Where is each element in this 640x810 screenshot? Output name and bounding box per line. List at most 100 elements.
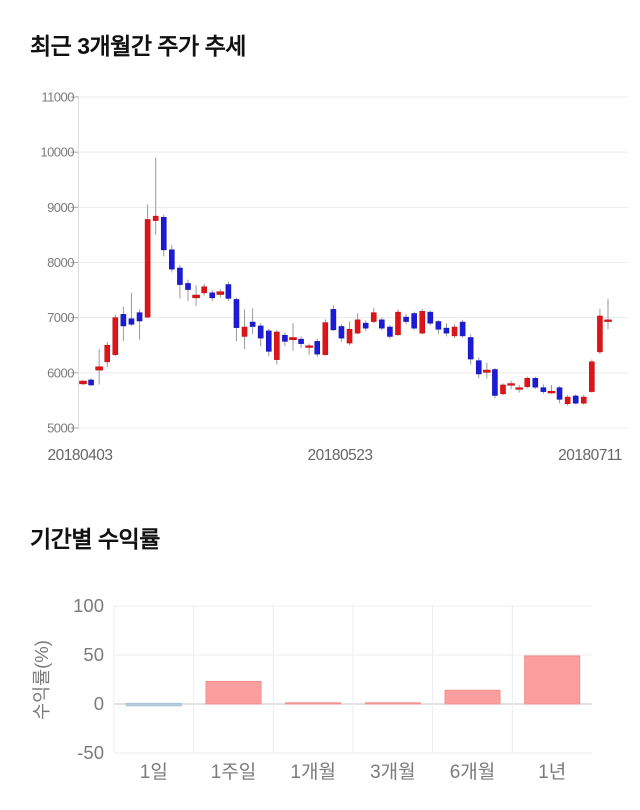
candle xyxy=(475,357,482,379)
svg-text:3개월: 3개월 xyxy=(370,761,416,783)
candle xyxy=(216,288,225,298)
price-x-axis-labels: 20180403 20180523 20180711 xyxy=(48,447,623,464)
candle xyxy=(265,328,272,357)
svg-text:7000: 7000 xyxy=(47,310,74,325)
candles xyxy=(79,157,612,406)
candle xyxy=(95,349,103,385)
return-bar xyxy=(285,702,342,705)
return-y-axis-title: 수익률(%) xyxy=(31,640,52,720)
candle xyxy=(209,290,216,302)
candle xyxy=(136,309,143,340)
candle xyxy=(305,343,313,355)
candle xyxy=(556,386,563,404)
candle xyxy=(370,307,377,324)
return-gridlines xyxy=(113,605,592,754)
candle xyxy=(152,157,159,235)
period-return-bar-chart: 100 50 0 -50 수익률(%) 1일 1주일 1개월 3개월 6개월 1년 xyxy=(31,595,592,783)
candle xyxy=(354,313,361,335)
candle xyxy=(330,304,337,331)
candle xyxy=(177,264,183,299)
candle xyxy=(249,308,256,335)
candle xyxy=(120,306,127,341)
price-y-axis-labels: 11000 10000 9000 8000 7000 6000 5000 xyxy=(40,90,74,436)
candle xyxy=(403,313,409,325)
candle xyxy=(88,378,94,387)
price-trend-title: 최근 3개월간 주가 추세 xyxy=(30,33,246,59)
return-bar xyxy=(524,655,581,705)
candle xyxy=(411,311,417,330)
candle xyxy=(395,309,401,336)
candle xyxy=(572,394,579,405)
price-gridlines xyxy=(70,96,628,429)
candle xyxy=(580,394,587,405)
candle xyxy=(459,319,466,338)
svg-text:1년: 1년 xyxy=(538,761,566,783)
svg-text:10000: 10000 xyxy=(40,145,74,160)
candle xyxy=(564,394,571,406)
return-x-axis-labels: 1일 1주일 1개월 3개월 6개월 1년 xyxy=(140,761,566,783)
svg-text:50: 50 xyxy=(83,644,104,665)
return-bar xyxy=(205,680,262,705)
candle xyxy=(427,310,434,326)
candle xyxy=(128,292,135,326)
svg-text:11000: 11000 xyxy=(41,90,74,105)
svg-text:1주일: 1주일 xyxy=(211,761,257,783)
candle xyxy=(540,384,547,394)
candle xyxy=(492,367,498,399)
candle xyxy=(419,308,426,335)
candle xyxy=(169,244,175,273)
candle xyxy=(362,320,369,331)
svg-text:100: 100 xyxy=(73,595,104,616)
candle xyxy=(467,334,474,365)
svg-text:-50: -50 xyxy=(77,742,104,763)
candle xyxy=(185,279,191,302)
candle xyxy=(112,314,119,357)
svg-text:1일: 1일 xyxy=(140,761,168,783)
candle xyxy=(435,319,442,335)
candle xyxy=(515,384,523,393)
candle xyxy=(532,376,539,389)
svg-text:20180403: 20180403 xyxy=(48,447,113,464)
candle xyxy=(289,323,297,351)
candle xyxy=(443,323,450,337)
candle xyxy=(257,323,264,347)
candle xyxy=(507,380,515,390)
candle xyxy=(192,285,200,307)
svg-text:9000: 9000 xyxy=(47,200,74,215)
return-bars xyxy=(125,655,581,707)
candle xyxy=(233,297,240,342)
candle xyxy=(201,284,207,296)
candle xyxy=(338,324,345,342)
svg-text:20180523: 20180523 xyxy=(308,447,373,464)
svg-text:5000: 5000 xyxy=(47,421,74,436)
candle xyxy=(451,324,458,339)
candle xyxy=(322,319,329,356)
candle xyxy=(314,338,321,357)
svg-text:0: 0 xyxy=(94,693,104,714)
candle xyxy=(604,298,612,330)
svg-text:6000: 6000 xyxy=(47,365,74,380)
candle xyxy=(597,308,603,355)
candle xyxy=(387,324,393,339)
candle xyxy=(524,376,531,389)
candle xyxy=(589,359,595,393)
svg-text:1개월: 1개월 xyxy=(290,761,336,783)
candle xyxy=(160,214,167,257)
return-bar xyxy=(125,702,182,707)
candle xyxy=(104,341,111,368)
candle xyxy=(379,317,385,331)
candle xyxy=(274,329,280,365)
candle xyxy=(241,309,248,350)
candle xyxy=(225,281,232,302)
candle xyxy=(483,362,491,379)
candle xyxy=(144,204,151,319)
svg-text:20180711: 20180711 xyxy=(558,447,622,464)
svg-text:8000: 8000 xyxy=(47,255,74,270)
candle xyxy=(79,380,87,385)
svg-text:6개월: 6개월 xyxy=(450,761,496,783)
return-y-axis-labels: 100 50 0 -50 xyxy=(73,595,104,763)
return-bar xyxy=(364,702,421,705)
period-return-title: 기간별 수익률 xyxy=(30,526,160,552)
